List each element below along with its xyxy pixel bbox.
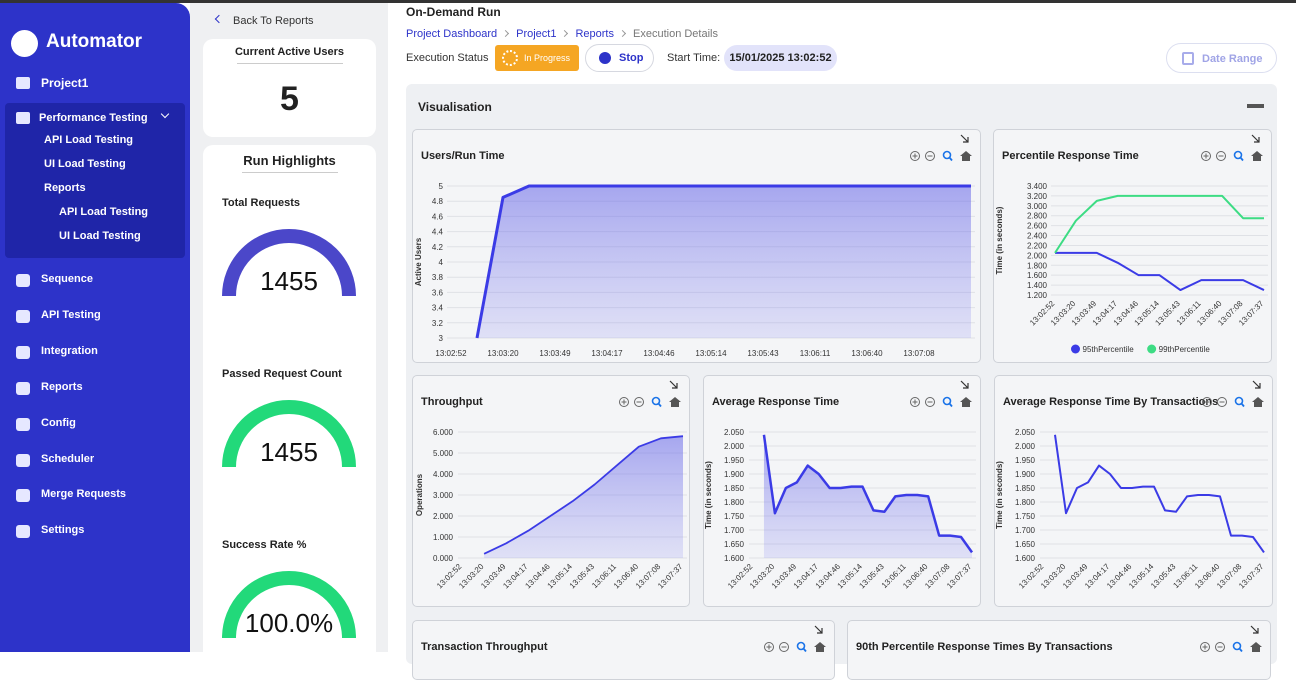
chart-title: Users/Run Time xyxy=(421,150,505,162)
start-time: 15/01/2025 13:02:52 xyxy=(724,45,837,71)
icon xyxy=(16,417,30,431)
nav-item[interactable]: Config xyxy=(41,416,76,429)
panel-title: Visualisation xyxy=(418,100,492,114)
breadcrumb[interactable]: Reports xyxy=(575,28,614,40)
chart-title: Percentile Response Time xyxy=(1002,150,1139,162)
stop-text: Stop xyxy=(619,52,644,64)
brand: Automator xyxy=(46,31,143,52)
active-users-card: Current Active Users 5 xyxy=(203,39,376,137)
chart-card: Average Response Time By Transactions xyxy=(994,375,1273,607)
icon xyxy=(16,453,30,467)
chart-card: Users/Run Time xyxy=(412,129,981,363)
stop-button[interactable]: Stop xyxy=(585,44,654,72)
chart-title: Average Response Time xyxy=(712,396,840,408)
icon xyxy=(16,381,30,395)
page-title: On-Demand Run xyxy=(406,5,501,19)
nav-item[interactable]: API Testing xyxy=(41,308,101,321)
icon xyxy=(16,274,30,287)
nav-group xyxy=(5,103,185,258)
nav-subitem[interactable]: Reports xyxy=(44,182,86,194)
chart-title: Transaction Throughput xyxy=(421,641,548,653)
nav-item[interactable]: Integration xyxy=(41,344,98,357)
nav-item[interactable]: Settings xyxy=(41,524,85,537)
icon xyxy=(16,112,30,124)
chart-card: 90th Percentile Response Times By Transa… xyxy=(847,620,1271,680)
icon xyxy=(16,525,30,539)
date-range-button[interactable]: Date Range xyxy=(1166,43,1277,73)
icon xyxy=(16,345,30,359)
stop-icon xyxy=(599,52,611,64)
start-label: Start Time: xyxy=(667,52,721,64)
chart-card: Percentile Response Time xyxy=(993,129,1272,363)
status-label: Execution Status xyxy=(406,52,489,64)
separator xyxy=(561,29,569,38)
breadcrumb[interactable]: Project Dashboard xyxy=(406,28,498,40)
separator xyxy=(618,29,627,38)
breadcrumb[interactable]: Project1 xyxy=(516,28,557,40)
gauge-label: Passed Request Count xyxy=(222,368,342,380)
chart-title: 90th Percentile Response Times By Transa… xyxy=(856,641,1113,653)
calendar-icon xyxy=(1182,52,1194,65)
status-badge: In Progress xyxy=(495,45,579,71)
icon xyxy=(16,489,30,503)
sidebar: Automator Project1 Performance Testing A… xyxy=(0,3,190,652)
nav-item[interactable]: Merge Requests xyxy=(41,488,126,501)
highlights-card: Run Highlights xyxy=(203,145,376,665)
chart-card: Throughput xyxy=(412,375,690,607)
active-users-value: 5 xyxy=(280,80,299,118)
gauge-label: Success Rate % xyxy=(222,539,307,551)
breadcrumbs: Project Dashboard Project1 Reports Executio… xyxy=(406,24,718,42)
icon xyxy=(16,309,30,323)
logo xyxy=(11,30,38,57)
chart-card: Average Response Time xyxy=(703,375,981,607)
collapse-icon[interactable] xyxy=(1247,104,1264,108)
nav-subitem[interactable]: UI Load Testing xyxy=(59,230,141,242)
card-title: Current Active Users xyxy=(234,46,345,58)
nav-item[interactable]: Project1 xyxy=(41,76,89,90)
nav-group-title[interactable]: Performance Testing xyxy=(39,112,148,124)
nav-item[interactable]: Reports xyxy=(41,380,83,393)
back-link[interactable]: Back To Reports xyxy=(233,15,314,27)
chart-title: Throughput xyxy=(421,396,483,408)
nav-subitem[interactable]: API Load Testing xyxy=(44,134,134,146)
top-bar xyxy=(0,0,1296,3)
gauge-label: Total Requests xyxy=(222,197,301,209)
card-title: Run Highlights xyxy=(243,153,336,168)
spinner xyxy=(502,50,518,66)
nav-subitem[interactable]: API Load Testing xyxy=(59,206,149,218)
status-text: In Progress xyxy=(524,53,571,63)
chart-title: Average Response Time By Transactions xyxy=(1003,396,1219,408)
nav-subitem[interactable]: UI Load Testing xyxy=(44,158,126,170)
icon xyxy=(16,77,30,89)
date-range-text: Date Range xyxy=(1202,53,1263,65)
nav-item[interactable]: Scheduler xyxy=(41,452,95,465)
divider xyxy=(236,63,343,64)
nav-item[interactable]: Sequence xyxy=(41,273,93,285)
chart-card: Transaction Throughput xyxy=(412,620,835,680)
divider xyxy=(241,172,338,173)
breadcrumb: Execution Details xyxy=(633,28,718,40)
separator xyxy=(502,29,510,38)
